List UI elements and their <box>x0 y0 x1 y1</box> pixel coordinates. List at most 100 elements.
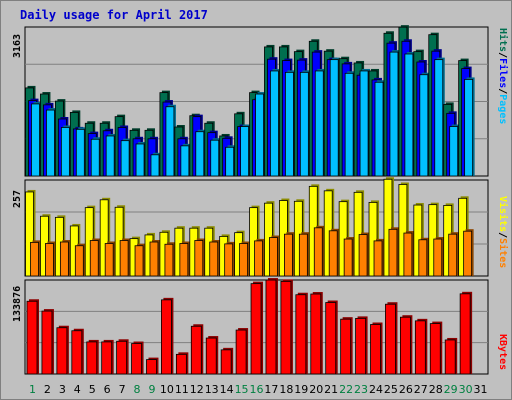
kbytes-bar <box>459 293 471 375</box>
visits-bar <box>398 184 408 277</box>
kbytes-bar <box>399 316 411 375</box>
x-tick-label: 11 <box>175 383 189 396</box>
kbytes-bar <box>26 300 38 375</box>
kbytes-bar <box>280 280 292 375</box>
x-tick-label: 27 <box>414 383 428 396</box>
pages-bar <box>314 70 324 177</box>
pages-bar <box>449 126 459 177</box>
x-tick-label: 26 <box>399 383 413 396</box>
sites-bar <box>418 239 428 277</box>
sites-bar <box>358 234 368 277</box>
kbytes-bar <box>116 340 128 375</box>
x-tick-label: 21 <box>324 383 338 396</box>
kbytes-bar <box>205 337 217 375</box>
sites-bar <box>149 241 159 277</box>
sites-bar <box>388 228 398 277</box>
sites-bar <box>104 243 114 277</box>
pages-bar <box>31 103 40 177</box>
kbytes-bar <box>56 327 68 375</box>
x-tick-label: 15 <box>235 383 249 396</box>
kbytes-bar <box>310 293 322 375</box>
x-tick-label: 12 <box>190 383 204 396</box>
pages-bar <box>285 71 294 177</box>
kbytes-bar <box>414 320 426 375</box>
kbytes-bar <box>190 325 202 375</box>
pages-bar <box>240 126 249 177</box>
x-tick-label: 6 <box>104 383 111 396</box>
visits-bar <box>99 199 109 277</box>
kbytes-bar <box>355 317 366 375</box>
x-tick-label: 7 <box>119 383 126 396</box>
x-tick-label: 19 <box>294 383 308 396</box>
pages-bar <box>120 140 130 177</box>
sites-bar <box>59 241 69 277</box>
kbytes-bar <box>146 359 157 375</box>
x-tick-label: 8 <box>134 383 141 396</box>
sites-bar <box>448 233 458 277</box>
kbytes-bar <box>429 323 441 375</box>
x-tick-label: 16 <box>250 383 264 396</box>
sites-bar <box>373 240 383 277</box>
sites-bar <box>254 240 263 277</box>
pages-bar <box>404 53 414 177</box>
x-tick-label: 14 <box>220 383 234 396</box>
x-tick-label: 17 <box>264 383 278 396</box>
sites-bar <box>164 243 174 277</box>
pages-bar <box>359 70 369 177</box>
pages-bar <box>210 139 220 177</box>
visits-bar <box>25 191 34 277</box>
x-tick-label: 24 <box>369 383 383 396</box>
kbytes-bar <box>101 341 113 375</box>
kbytes-bar <box>265 279 277 375</box>
kbytes-bar <box>295 294 307 375</box>
pages-bar <box>270 70 279 177</box>
sites-bar <box>89 240 99 277</box>
x-tick-label: 10 <box>160 383 174 396</box>
x-tick-label: 9 <box>148 383 155 396</box>
pages-bar <box>135 143 145 177</box>
sites-bar <box>343 238 353 277</box>
kbytes-bar <box>175 353 187 375</box>
pages-bar <box>46 109 55 177</box>
kbytes-bar <box>86 341 98 375</box>
sites-bar <box>74 245 84 277</box>
sites-bar <box>433 238 443 277</box>
pages-bar <box>90 138 100 177</box>
sites-bar <box>209 241 219 277</box>
pages-bar <box>105 135 115 177</box>
kbytes-bar <box>161 299 172 375</box>
pages-bar <box>419 74 429 177</box>
sites-bar <box>313 227 323 277</box>
x-tick-label: 1 <box>29 383 36 396</box>
sites-bar <box>119 240 129 277</box>
pages-bar <box>374 81 384 177</box>
kbytes-bar <box>41 310 53 375</box>
pages-bar <box>344 72 354 177</box>
sites-bar <box>328 230 338 277</box>
chart-title: Daily usage for April 2017 <box>20 8 208 22</box>
x-tick-label: 2 <box>44 383 51 396</box>
pages-bar <box>75 128 85 177</box>
sites-bar <box>30 241 39 277</box>
kbytes-bar <box>220 349 232 375</box>
x-tick-label: 20 <box>309 383 323 396</box>
x-tick-label: 13 <box>205 383 219 396</box>
x-tick-label: 30 <box>459 383 473 396</box>
pages-bar <box>329 59 339 177</box>
x-tick-label: 18 <box>279 383 293 396</box>
pages-bar <box>389 51 399 177</box>
sites-bar <box>284 233 293 277</box>
sites-bar <box>224 243 234 277</box>
x-tick-label: 25 <box>384 383 398 396</box>
sites-bar <box>269 237 278 277</box>
kbytes-bar <box>444 339 456 375</box>
pages-bar <box>225 146 235 177</box>
pages-bar <box>255 93 264 177</box>
kbytes-bar <box>131 343 142 375</box>
kbytes-bar <box>235 329 247 375</box>
pages-bar <box>165 106 175 177</box>
sites-bar <box>179 243 189 277</box>
x-tick-label: 22 <box>339 383 353 396</box>
x-tick-label: 29 <box>444 383 458 396</box>
